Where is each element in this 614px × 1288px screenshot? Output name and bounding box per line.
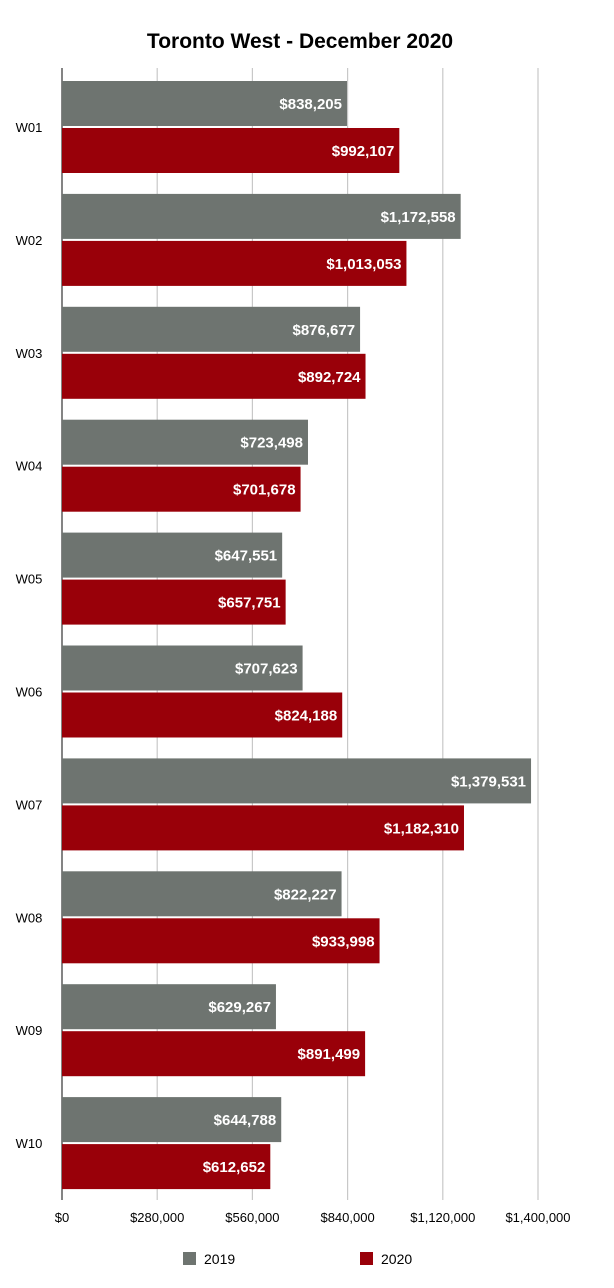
bar-value-label: $723,498 [240,435,303,452]
bar-2020-w10 [62,1144,271,1190]
bar-2020-w01 [62,128,400,173]
bar-value-label: $1,013,053 [326,256,401,273]
bars: $838,205 $992,107 $1,172,558 $1,013,053 $876… [62,81,532,1190]
x-tick-label: $280,000 [130,1210,184,1225]
category-label: W08 [16,910,43,925]
bar-value-label: $612,652 [203,1159,266,1176]
bar-2019-w09 [62,984,276,1030]
bar-2020-w09 [62,1031,366,1077]
bar-value-label: $707,623 [235,661,298,678]
bar-2020-w05 [62,579,286,625]
bar-value-label: $644,788 [214,1112,277,1129]
bar-2019-w01 [62,81,347,126]
bar-2020-w08 [62,918,380,964]
bar-2020-w07 [62,805,464,851]
bar-value-label: $629,267 [208,999,271,1016]
bar-2019-w06 [62,645,303,691]
bar-2019-w10 [62,1097,282,1143]
bar-value-label: $1,379,531 [451,773,526,790]
category-label: W01 [16,120,43,135]
bar-2019-w05 [62,532,283,578]
category-label: W05 [16,572,43,587]
bar-2019-w02 [62,193,461,239]
category-label: W02 [16,233,43,248]
bar-2019-w07 [62,758,532,804]
bar-value-label: $701,678 [233,482,296,499]
category-label: W04 [16,459,43,474]
bar-value-label: $1,182,310 [384,820,459,837]
bar-value-label: $891,499 [298,1046,361,1063]
bar-value-label: $933,998 [312,933,375,950]
legend: 2019 2020 [183,1251,412,1267]
category-label: W07 [16,797,43,812]
x-tick-label: $0 [55,1210,69,1225]
x-tick-label: $840,000 [320,1210,374,1225]
bar-2020-w03 [62,353,366,399]
x-tick-label: $560,000 [225,1210,279,1225]
legend-swatch-2020 [360,1252,373,1265]
category-label: W06 [16,685,43,700]
bar-value-label: $992,107 [332,143,395,160]
x-tick-label: $1,120,000 [410,1210,475,1225]
bar-2020-w02 [62,240,407,286]
bar-2020-w06 [62,692,343,738]
bar-2019-w08 [62,871,342,917]
bar-value-label: $822,227 [274,886,337,903]
bar-value-label: $647,551 [215,548,278,565]
chart-title: Toronto West - December 2020 [147,30,453,53]
category-labels: W01 W02 W03 W04 W05 W06 W07 W08 W09 W10 [16,120,43,1151]
category-label: W09 [16,1023,43,1038]
bar-2020-w04 [62,466,301,512]
x-tick-label: $1,400,000 [505,1210,570,1225]
bar-value-label: $876,677 [292,322,355,339]
bar-value-label: $657,751 [218,595,281,612]
category-label: W03 [16,346,43,361]
x-tick-labels: $0 $280,000 $560,000 $840,000 $1,120,000 $1,4… [55,1210,571,1225]
legend-label-2020: 2020 [381,1251,412,1267]
category-label: W10 [16,1136,43,1151]
legend-swatch-2019 [183,1252,196,1265]
bar-value-label: $1,172,558 [381,209,456,226]
bar-value-label: $838,205 [279,96,342,113]
bar-2019-w03 [62,306,361,352]
bar-value-label: $824,188 [275,708,338,725]
bar-value-label: $892,724 [298,369,361,386]
bar-2019-w04 [62,419,308,465]
legend-label-2019: 2019 [204,1251,235,1267]
